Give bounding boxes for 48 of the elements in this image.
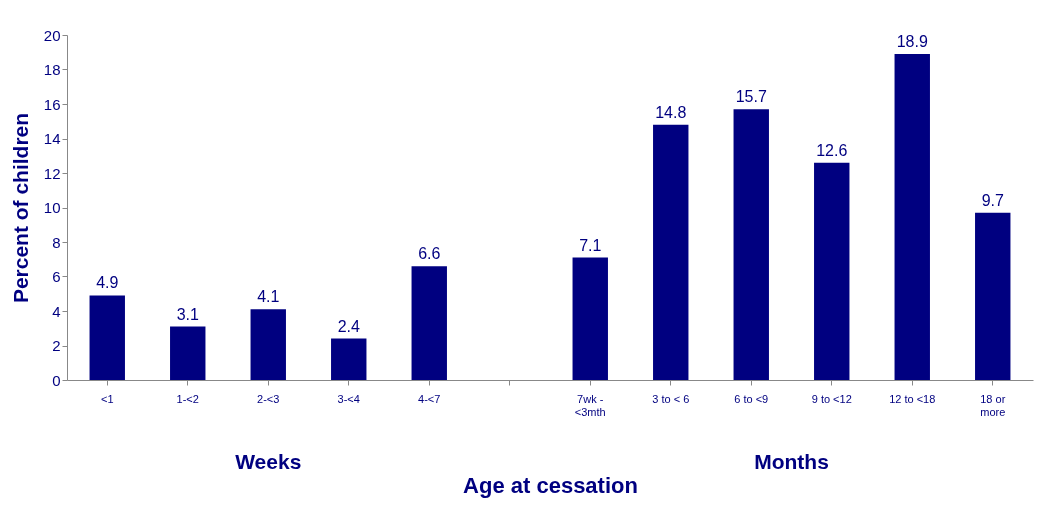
x-tick-label: 3 to < 6	[652, 392, 690, 405]
bar	[653, 124, 689, 380]
x-tick-label: 2-<3	[257, 392, 280, 405]
y-tick-label: 20	[43, 26, 61, 44]
bar	[814, 162, 850, 380]
data-label: 2.4	[337, 317, 360, 335]
bar	[331, 338, 367, 380]
bar	[250, 309, 286, 380]
data-label: 7.1	[579, 236, 602, 254]
x-tick-label: 1-<2	[176, 392, 199, 405]
data-label: 14.8	[655, 103, 687, 121]
bar	[975, 212, 1011, 380]
bar	[89, 295, 125, 380]
data-label: 15.7	[735, 88, 767, 106]
y-tick-label: 16	[43, 95, 61, 113]
x-tick-label: 3-<4	[337, 392, 360, 405]
x-tick-label: <1	[100, 392, 114, 405]
x-tick-label: 12 to <18	[889, 392, 936, 405]
x-tick-label: 6 to <9	[734, 392, 769, 405]
bar	[170, 326, 206, 380]
data-label: 3.1	[176, 305, 199, 323]
y-axis-title: Percent of children	[8, 112, 32, 304]
y-tick-label: 10	[43, 199, 61, 216]
y-tick-label: 2	[52, 337, 61, 354]
x-axis-title: Age at cessation	[463, 472, 638, 498]
bar	[411, 266, 447, 380]
y-tick-label: 12	[43, 164, 61, 182]
y-tick-label: 4	[52, 302, 61, 320]
data-label: 6.6	[418, 245, 441, 263]
y-tick-label: 8	[52, 233, 61, 251]
y-tick-label: 14	[43, 130, 61, 147]
data-label: 4.9	[96, 274, 119, 292]
bar	[733, 109, 769, 380]
text: Weeks	[235, 450, 302, 473]
x-tick-label: 7wk - <3mth	[574, 392, 606, 418]
data-label: 9.7	[981, 191, 1004, 209]
data-label: 18.9	[896, 32, 928, 50]
bar	[572, 257, 608, 380]
y-tick-label: 6	[52, 268, 61, 285]
y-tick-label: 18	[43, 61, 61, 78]
text: Months	[754, 450, 829, 473]
data-label: 4.1	[257, 288, 280, 306]
x-tick-label: 18 or more	[980, 392, 1006, 418]
data-label: 12.6	[816, 141, 848, 159]
y-tick-label: 0	[52, 371, 61, 389]
x-tick-label: 4-<7	[418, 392, 441, 405]
x-tick-label: 9 to <12	[811, 392, 852, 405]
bar	[894, 53, 930, 380]
